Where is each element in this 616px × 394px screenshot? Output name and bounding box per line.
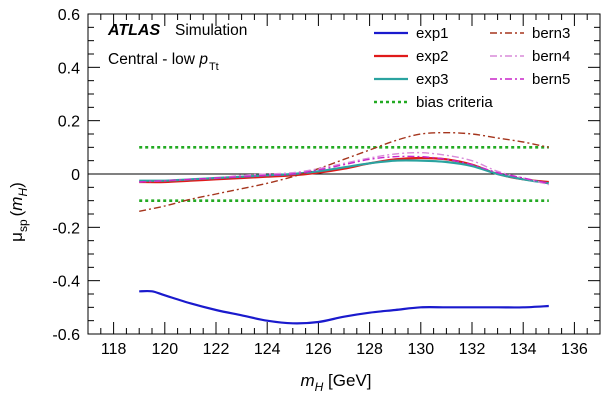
legend-label-bias-criteria: bias criteria bbox=[416, 94, 493, 111]
category-sub: Tt bbox=[209, 61, 219, 73]
x-tick-label: 118 bbox=[101, 341, 127, 358]
category-prefix: Central - low bbox=[108, 51, 199, 68]
series-line-bern5 bbox=[139, 155, 549, 185]
x-axis-title-unit: [GeV] bbox=[323, 371, 371, 390]
legend-label-exp1: exp1 bbox=[416, 25, 449, 42]
x-axis-title-sub: H bbox=[315, 380, 324, 394]
x-tick-label: 128 bbox=[356, 341, 383, 358]
y-axis-title-arg-sub: H bbox=[16, 188, 30, 197]
series-line-exp3 bbox=[139, 159, 549, 185]
series-line-exp1 bbox=[139, 289, 549, 325]
x-tick-label: 134 bbox=[510, 341, 537, 358]
y-axis-title-main: μ bbox=[7, 232, 26, 242]
category-var: p bbox=[198, 51, 208, 68]
legend-label-bern4: bern4 bbox=[532, 48, 570, 65]
x-tick-label: 122 bbox=[203, 341, 230, 358]
legend: exp1 exp2 exp3 bias criteria bern3 bern4 bern5 bbox=[374, 25, 570, 111]
legend-label-bern5: bern5 bbox=[532, 71, 570, 88]
x-tick-label: 126 bbox=[305, 341, 332, 358]
series-line-bern4 bbox=[139, 151, 549, 186]
plot-content: 118 120 122 124 126 128 130 132 134 136 -0.6 -0.4 -0… bbox=[52, 7, 601, 358]
simulation-label: Simulation bbox=[175, 22, 247, 39]
y-tick-label: 0.4 bbox=[58, 60, 80, 77]
legend-label-bern3: bern3 bbox=[532, 25, 570, 42]
y-axis-title-sub: sp bbox=[16, 219, 30, 232]
y-axis-title-close: ) bbox=[7, 182, 26, 188]
y-tick-label: 0.6 bbox=[58, 7, 80, 24]
annotation-block: ATLAS Simulation Central - low pTt bbox=[107, 22, 247, 73]
x-axis-title: mH [GeV] bbox=[300, 371, 371, 394]
x-tick-label: 130 bbox=[407, 341, 434, 358]
y-axis-title-arg: m bbox=[7, 197, 26, 211]
x-tick-label: 132 bbox=[459, 341, 486, 358]
x-axis-title-main: m bbox=[300, 371, 314, 390]
category-label: Central - low pTt bbox=[108, 51, 219, 73]
y-tick-label: 0.2 bbox=[58, 114, 80, 131]
x-tick-label: 136 bbox=[561, 341, 588, 358]
y-axis-title: μsp (mH) bbox=[7, 182, 30, 242]
legend-label-exp2: exp2 bbox=[416, 48, 449, 65]
y-tick-label: 0 bbox=[71, 167, 80, 184]
y-tick-label: -0.4 bbox=[52, 274, 80, 291]
y-tick-label: -0.2 bbox=[52, 220, 80, 237]
y-tick-label: -0.6 bbox=[52, 327, 80, 344]
y-axis-title-open: ( bbox=[7, 210, 26, 216]
x-tick-label: 120 bbox=[151, 341, 178, 358]
legend-label-exp3: exp3 bbox=[416, 71, 449, 88]
x-tick-label: 124 bbox=[254, 341, 281, 358]
atlas-label: ATLAS bbox=[107, 22, 160, 39]
series-line-bern3 bbox=[139, 131, 549, 213]
